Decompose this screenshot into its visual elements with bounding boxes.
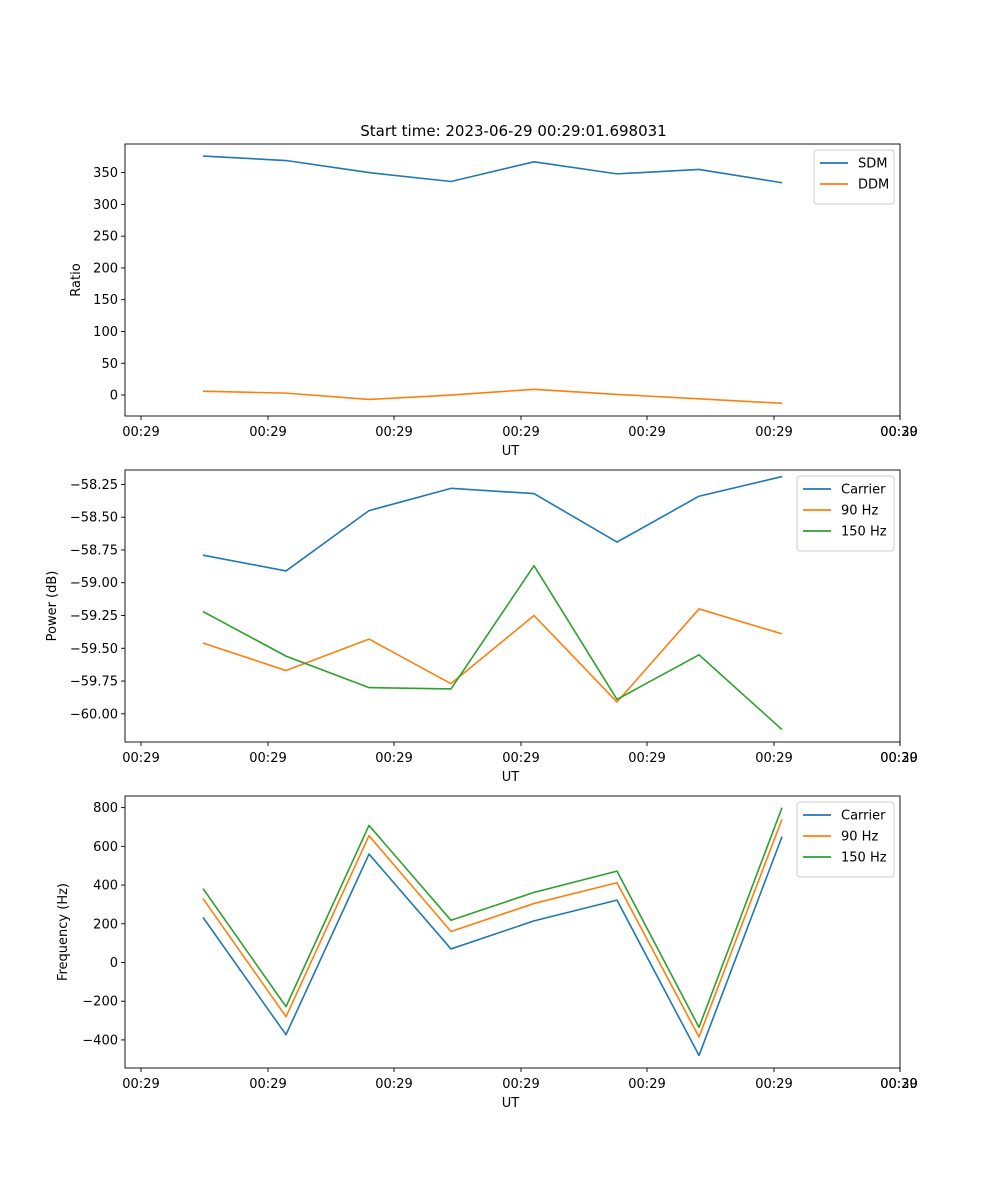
y-tick-label: −59.50 xyxy=(70,642,118,657)
x-tick-label: 00:29 xyxy=(249,751,286,766)
y-tick-label: 800 xyxy=(93,801,118,816)
x-tick-label: 00:29 xyxy=(375,1077,412,1092)
legend-label: Carrier xyxy=(841,483,886,498)
x-tick-label: 00:29 xyxy=(880,1077,917,1092)
y-tick-label: −200 xyxy=(82,995,118,1010)
x-tick-label: 00:29 xyxy=(502,425,539,440)
x-tick-label: 00:30 xyxy=(880,1077,917,1092)
x-tick-label: 00:29 xyxy=(122,751,159,766)
legend-label: 150 Hz xyxy=(841,525,887,540)
y-tick-label: −59.75 xyxy=(70,675,118,690)
x-tick-label: 00:29 xyxy=(122,425,159,440)
series-line-sdm xyxy=(202,155,783,184)
series-line-carrier xyxy=(202,836,783,1057)
series-line-ddm xyxy=(202,388,783,405)
chart-title: Start time: 2023-06-29 00:29:01.698031 xyxy=(360,122,666,140)
y-tick-label: 600 xyxy=(93,840,118,855)
x-tick-label: 00:29 xyxy=(502,1077,539,1092)
legend: Carrier 90 Hz 150 Hz xyxy=(796,801,895,878)
y-tick-label: 250 xyxy=(93,230,118,245)
x-tick-label: 00:29 xyxy=(880,751,917,766)
panel-1: 00:29 00:29 00:29 00:29 00:29 00:29 00:2900:30… xyxy=(69,122,918,459)
x-tick-label: 00:29 xyxy=(628,1077,665,1092)
y-tick-label: 150 xyxy=(93,293,118,308)
legend-label: SDM xyxy=(858,157,887,172)
legend-label: Carrier xyxy=(841,809,886,824)
y-tick-label: −60.00 xyxy=(70,707,118,722)
x-axis-label: UT xyxy=(502,1096,520,1111)
legend-label: 90 Hz xyxy=(841,830,878,845)
axes-frame xyxy=(124,143,901,417)
y-tick-label: 400 xyxy=(93,879,118,894)
legend-box xyxy=(796,801,895,878)
y-axis-label: Ratio xyxy=(69,263,84,296)
x-tick-label: 00:29 xyxy=(249,1077,286,1092)
x-tick-label: 00:29 xyxy=(755,1077,792,1092)
y-tick-label: 50 xyxy=(101,357,118,372)
x-tick-label: 00:29 xyxy=(122,1077,159,1092)
y-tick-label: 0 xyxy=(110,389,118,404)
legend-box xyxy=(796,475,895,552)
y-axis-label: Frequency (Hz) xyxy=(56,883,71,981)
x-tick-label: 00:29 xyxy=(880,425,917,440)
axes-frame xyxy=(124,469,901,743)
legend-label: 150 Hz xyxy=(841,851,887,866)
x-axis-label: UT xyxy=(502,444,520,459)
y-tick-label: 100 xyxy=(93,325,118,340)
panel-3: 00:29 00:29 00:29 00:29 00:29 00:29 00:2900:30… xyxy=(56,795,918,1111)
legend: Carrier 90 Hz 150 Hz xyxy=(796,475,895,552)
series-line-90-hz xyxy=(202,608,783,703)
x-tick-label: 00:29 xyxy=(755,425,792,440)
series-line-90-hz xyxy=(202,818,783,1038)
x-tick-label: 00:29 xyxy=(628,425,665,440)
y-tick-label: −400 xyxy=(82,1033,118,1048)
y-tick-label: −59.00 xyxy=(70,576,118,591)
x-tick-label: 00:29 xyxy=(502,751,539,766)
y-tick-label: 0 xyxy=(110,956,118,971)
x-tick-label: 00:29 xyxy=(375,751,412,766)
x-tick-label: 00:29 xyxy=(628,751,665,766)
x-tick-label: 00:30 xyxy=(880,425,917,440)
x-tick-label: 00:30 xyxy=(880,751,917,766)
axes-frame xyxy=(124,795,901,1069)
y-tick-label: 200 xyxy=(93,261,118,276)
series-line-150-hz xyxy=(202,807,783,1029)
y-tick-label: −59.25 xyxy=(70,609,118,624)
panel-2: 00:29 00:29 00:29 00:29 00:29 00:29 00:2900:30… xyxy=(45,469,918,785)
y-tick-label: 350 xyxy=(93,166,118,181)
series-line-150-hz xyxy=(202,564,783,731)
x-tick-label: 00:29 xyxy=(755,751,792,766)
series-line-carrier xyxy=(202,475,783,572)
y-tick-label: −58.50 xyxy=(70,511,118,526)
y-tick-label: 200 xyxy=(93,917,118,932)
x-tick-label: 00:29 xyxy=(249,425,286,440)
legend: SDM DDM xyxy=(813,149,895,205)
legend-label: 90 Hz xyxy=(841,504,878,519)
y-tick-label: −58.25 xyxy=(70,478,118,493)
x-axis-label: UT xyxy=(502,770,520,785)
y-tick-label: −58.75 xyxy=(70,543,118,558)
x-tick-label: 00:29 xyxy=(375,425,412,440)
y-axis-label: Power (dB) xyxy=(45,571,60,642)
legend-label: DDM xyxy=(858,178,889,193)
y-tick-label: 300 xyxy=(93,198,118,213)
